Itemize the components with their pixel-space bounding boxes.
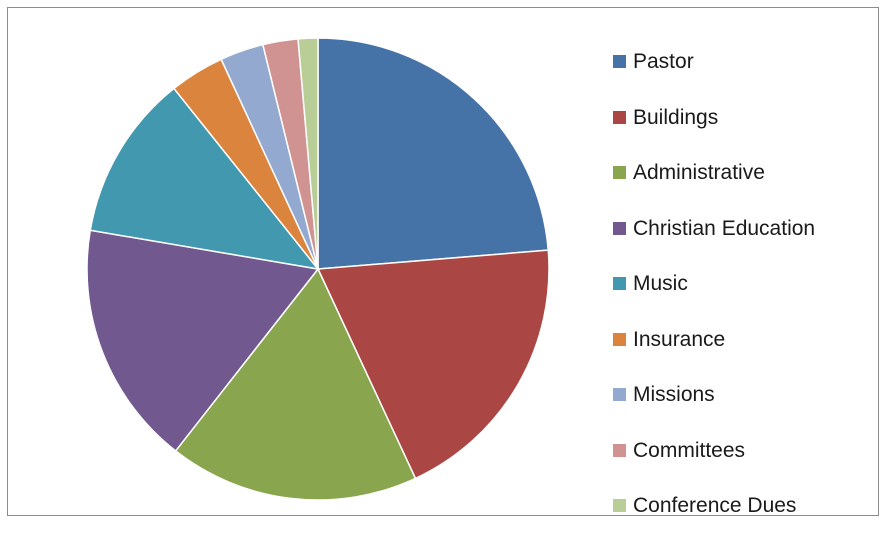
legend-label: Administrative <box>633 162 765 183</box>
chart-area: Pastor Buildings Administrative Christia… <box>7 7 879 516</box>
legend-item-missions: Missions <box>613 367 815 423</box>
legend-item-insurance: Insurance <box>613 312 815 368</box>
legend-item-conference-dues: Conference Dues <box>613 478 815 534</box>
legend: Pastor Buildings Administrative Christia… <box>613 34 815 534</box>
legend-swatch <box>613 55 626 68</box>
legend-swatch <box>613 277 626 290</box>
legend-item-buildings: Buildings <box>613 90 815 146</box>
legend-swatch <box>613 333 626 346</box>
legend-swatch <box>613 111 626 124</box>
legend-item-committees: Committees <box>613 423 815 479</box>
legend-swatch <box>613 388 626 401</box>
legend-item-administrative: Administrative <box>613 145 815 201</box>
legend-item-christian-education: Christian Education <box>613 201 815 257</box>
legend-item-pastor: Pastor <box>613 34 815 90</box>
legend-item-music: Music <box>613 256 815 312</box>
legend-label: Christian Education <box>633 218 815 239</box>
legend-swatch <box>613 499 626 512</box>
legend-label: Conference Dues <box>633 495 796 516</box>
legend-label: Committees <box>633 440 745 461</box>
legend-label: Pastor <box>633 51 694 72</box>
legend-label: Missions <box>633 384 715 405</box>
legend-swatch <box>613 444 626 457</box>
legend-label: Music <box>633 273 688 294</box>
legend-swatch <box>613 166 626 179</box>
legend-label: Insurance <box>633 329 725 350</box>
legend-label: Buildings <box>633 107 718 128</box>
legend-swatch <box>613 222 626 235</box>
pie-slice-pastor <box>318 38 548 269</box>
